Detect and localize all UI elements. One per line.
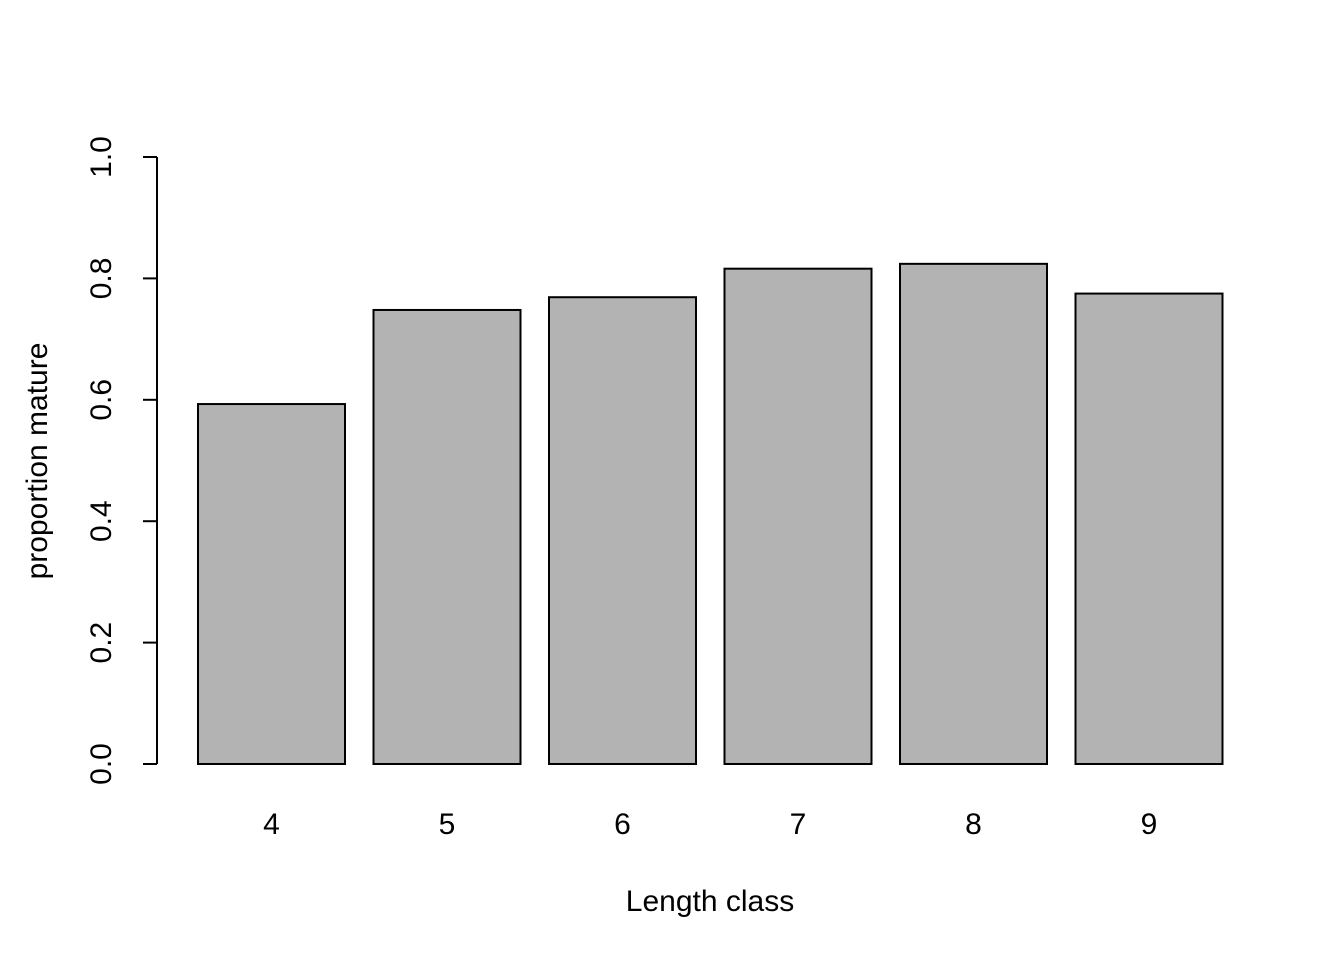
x-tick-label: 8 (965, 808, 982, 841)
bar-7 (723, 267, 873, 765)
y-tick-label: 0.4 (85, 500, 118, 542)
x-tick-label: 6 (614, 808, 631, 841)
bar-4 (197, 403, 346, 765)
bars-group (197, 262, 1224, 765)
y-axis-label: proportion mature (21, 343, 54, 580)
x-tick-label: 5 (439, 808, 456, 841)
x-axis-label: Length class (626, 885, 794, 918)
x-tick-label: 7 (790, 808, 807, 841)
bar-8 (899, 262, 1048, 765)
x-tick-label: 4 (263, 808, 280, 841)
bar-5 (372, 308, 522, 765)
bar-9 (1074, 292, 1224, 765)
y-tick-label: 0.6 (85, 379, 118, 421)
y-tick-label: 1.0 (85, 136, 118, 178)
y-tick-label: 0.2 (85, 622, 118, 664)
x-tick-labels: 4 5 6 7 8 9 (263, 808, 1157, 841)
y-tick-label: 0.8 (85, 258, 118, 300)
x-tick-label: 9 (1141, 808, 1158, 841)
bar-6 (548, 296, 697, 765)
y-axis: 0.0 0.2 0.4 0.6 0.8 1.0 (85, 136, 158, 785)
y-tick-label: 0.0 (85, 743, 118, 785)
